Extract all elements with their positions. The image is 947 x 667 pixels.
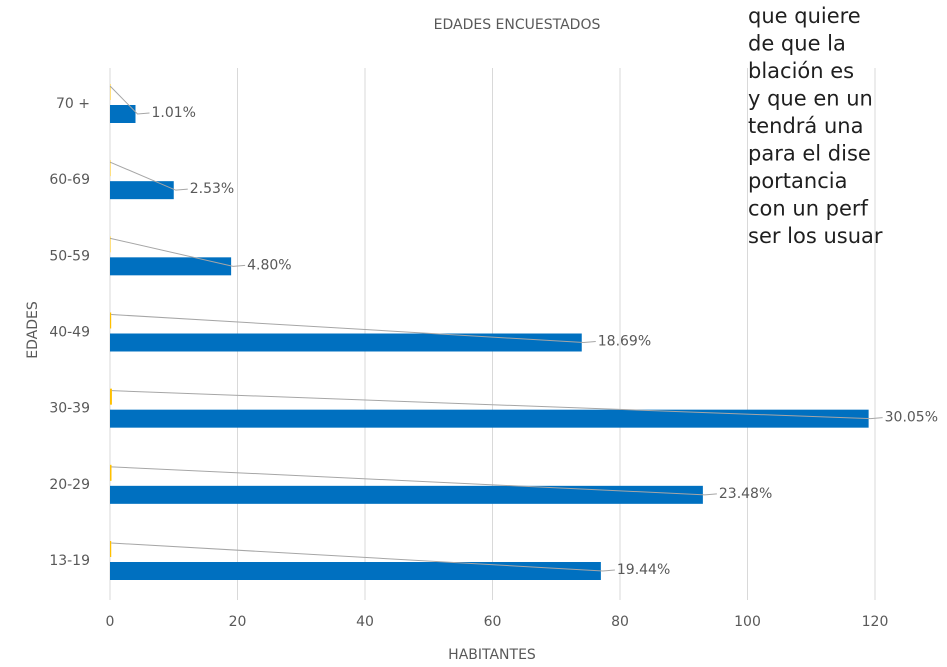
- y-tick-label: 40-49: [49, 325, 90, 341]
- document-text: y que en un: [748, 87, 873, 111]
- data-label: 19.44%: [617, 562, 670, 578]
- x-tick-label: 20: [229, 614, 247, 630]
- document-text: blación es: [748, 59, 854, 83]
- leader-line: [109, 85, 150, 115]
- data-label: 2.53%: [190, 181, 234, 197]
- y-tick-label: 70 +: [56, 96, 90, 112]
- x-tick-label: 0: [106, 614, 115, 630]
- x-tick-label: 40: [356, 614, 374, 630]
- document-text: que quiere: [748, 4, 861, 28]
- bar: [110, 236, 111, 253]
- bar: [110, 105, 136, 123]
- document-text: de que la: [748, 32, 846, 56]
- bar: [110, 388, 112, 405]
- document-text: tendrá una: [748, 114, 863, 138]
- y-tick-label: 30-39: [49, 401, 90, 417]
- bar: [110, 464, 112, 481]
- document-text: ser los usuar: [748, 224, 883, 248]
- data-label: 23.48%: [719, 486, 772, 502]
- x-tick-label: 80: [611, 614, 629, 630]
- document-text: con un perf: [748, 197, 869, 221]
- bar: [110, 409, 869, 428]
- bar: [110, 562, 601, 580]
- leader-line: [111, 390, 883, 420]
- y-axis-title: EDADES: [25, 301, 41, 359]
- bar: [110, 333, 582, 352]
- data-label: 1.01%: [152, 105, 196, 121]
- bar: [110, 312, 112, 329]
- data-label: 4.80%: [247, 257, 291, 273]
- bar: [110, 181, 174, 200]
- y-tick-label: 20-29: [49, 477, 90, 493]
- bar: [110, 84, 111, 100]
- x-tick-label: 100: [734, 614, 761, 630]
- bar: [110, 485, 703, 504]
- document-text: para el dise: [748, 142, 871, 166]
- chart-title: EDADES ENCUESTADOS: [434, 17, 601, 33]
- bar: [110, 160, 111, 177]
- y-tick-label: 50-59: [49, 248, 90, 264]
- leader-line: [109, 161, 188, 191]
- y-tick-label: 13-19: [49, 553, 90, 569]
- bar: [110, 541, 112, 557]
- x-tick-label: 120: [862, 614, 889, 630]
- leader-line: [111, 542, 615, 572]
- leader-line: [111, 314, 596, 344]
- document-text: portancia: [748, 169, 847, 193]
- y-tick-label: 60-69: [49, 172, 90, 188]
- x-tick-label: 60: [484, 614, 502, 630]
- leader-line: [110, 237, 246, 267]
- bar: [110, 257, 232, 276]
- data-label: 30.05%: [885, 410, 938, 426]
- x-axis-title: HABITANTES: [448, 647, 536, 663]
- data-label: 18.69%: [598, 334, 651, 350]
- leader-line: [111, 466, 717, 496]
